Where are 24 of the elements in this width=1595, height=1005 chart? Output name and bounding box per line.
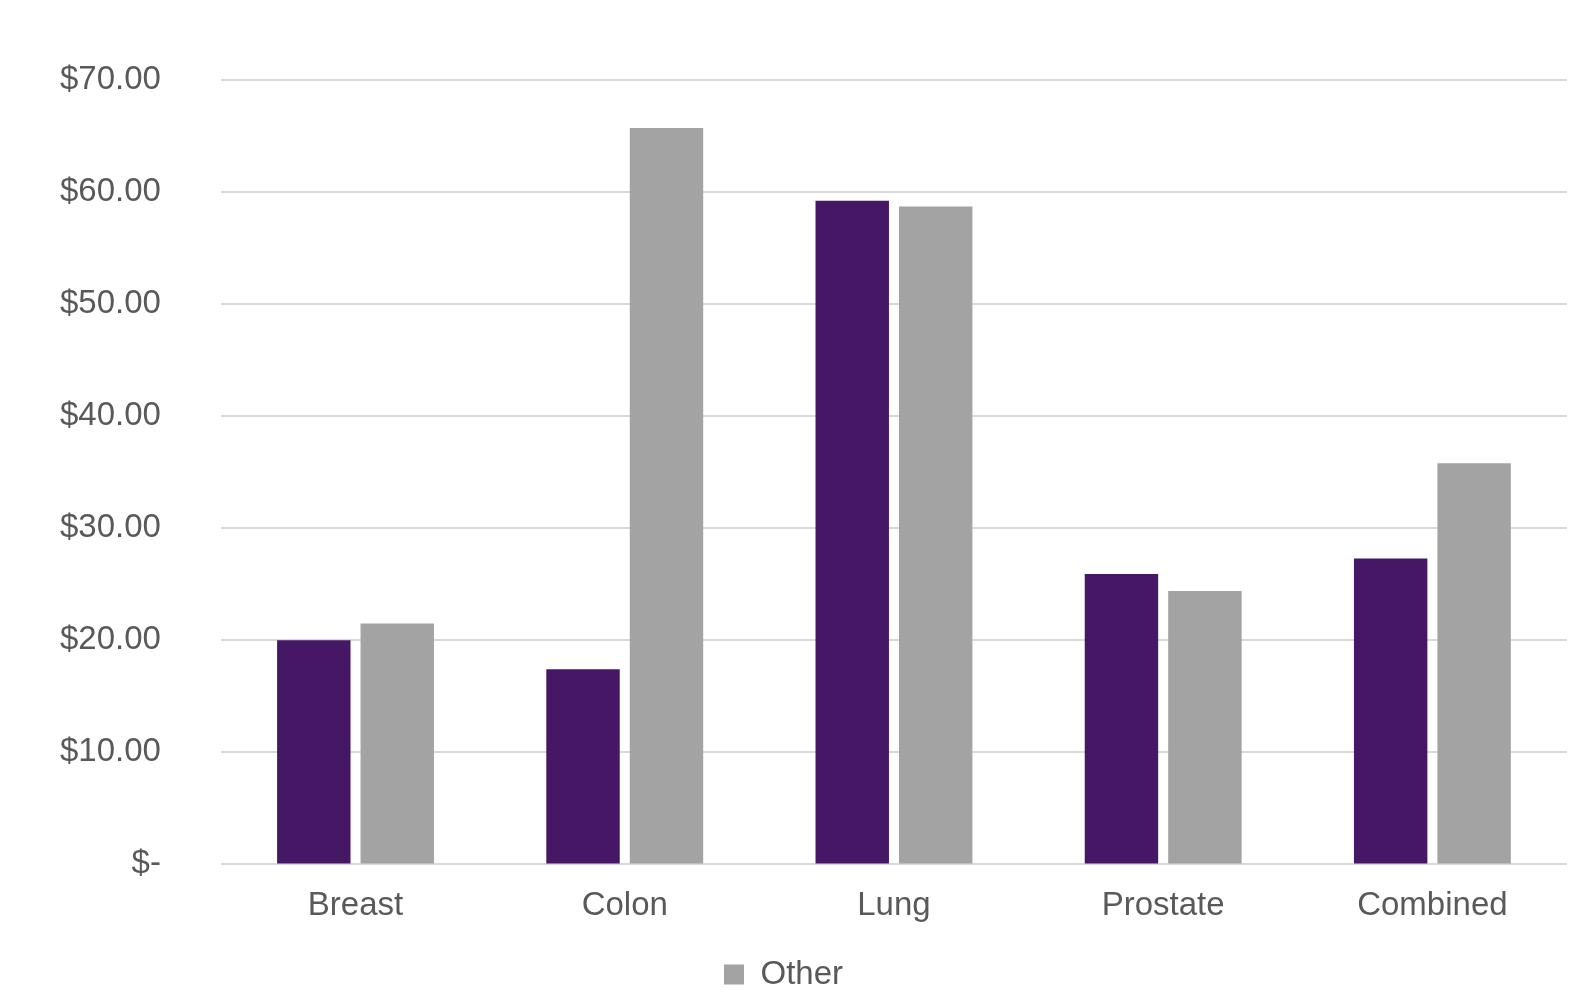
y-tick-label: $40.00 [60,395,161,433]
x-tick-label: Lung [857,885,931,923]
y-tick-label: $70.00 [60,58,161,96]
bar [1437,463,1511,864]
x-tick-label: Prostate [1101,885,1225,923]
bar [546,669,620,864]
bar [1168,590,1242,864]
bar [360,623,434,864]
bar [1084,574,1159,864]
y-tick-label: $10.00 [60,731,161,769]
y-tick-label: $30.00 [60,507,161,545]
x-tick-label: Colon [581,885,668,923]
y-tick-label: $60.00 [60,170,161,208]
y-tick-label: $20.00 [60,619,161,657]
bar [898,206,973,864]
legend-label: Other [760,953,844,991]
y-tick-label: $- [131,843,161,881]
x-tick-label: Combined [1357,885,1508,923]
bar [629,128,704,864]
bar [1353,558,1428,864]
y-tick-label: $50.00 [60,283,161,321]
x-tick-label: Breast [307,885,404,923]
bar [815,200,889,864]
bar [277,640,351,864]
